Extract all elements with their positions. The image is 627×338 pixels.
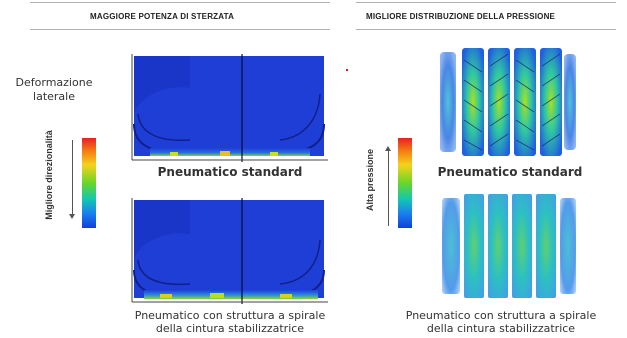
marker-dot — [346, 69, 348, 71]
pressure-distribution-header: MIGLIORE DISTRIBUZIONE DELLA PRESSIONE — [356, 2, 616, 30]
left-spiral-caption-line1: Pneumatico con struttura a spirale — [134, 309, 326, 322]
spiral-belt-tire-deformation-image — [131, 198, 328, 304]
right-spiral-tire-caption: Pneumatico con struttura a spirale della… — [376, 309, 626, 335]
left-spiral-tire-caption: Pneumatico con struttura a spirale della… — [100, 309, 360, 335]
directionality-arrow — [72, 140, 73, 216]
standard-tire-footprint-image — [440, 48, 576, 156]
right-standard-tire-caption: Pneumatico standard — [437, 165, 583, 179]
left-standard-tire-caption: Pneumatico standard — [157, 165, 303, 179]
directionality-color-scale — [82, 138, 96, 228]
pressure-arrow-head — [385, 146, 391, 151]
pressure-arrow — [388, 150, 389, 226]
right-spiral-caption-line1: Pneumatico con struttura a spirale — [405, 309, 597, 322]
pressure-distribution-header-text: MIGLIORE DISTRIBUZIONE DELLA PRESSIONE — [366, 11, 556, 21]
pressure-color-scale — [398, 138, 412, 228]
spiral-belt-tire-footprint-image — [442, 194, 576, 298]
standard-tire-deformation-image — [131, 54, 328, 162]
steering-power-header-text: MAGGIORE POTENZA DI STERZATA — [90, 11, 235, 21]
lateral-deformation-label: Deformazione laterale — [15, 76, 93, 103]
steering-power-header: MAGGIORE POTENZA DI STERZATA — [30, 2, 330, 30]
high-pressure-label: Alta pressione — [365, 148, 375, 212]
better-directionality-label: Migliore direzionalità — [44, 130, 54, 220]
right-spiral-caption-line2: della cintura stabilizzatrice — [426, 322, 576, 335]
directionality-arrow-head — [69, 214, 75, 219]
left-spiral-caption-line2: della cintura stabilizzatrice — [155, 322, 305, 335]
